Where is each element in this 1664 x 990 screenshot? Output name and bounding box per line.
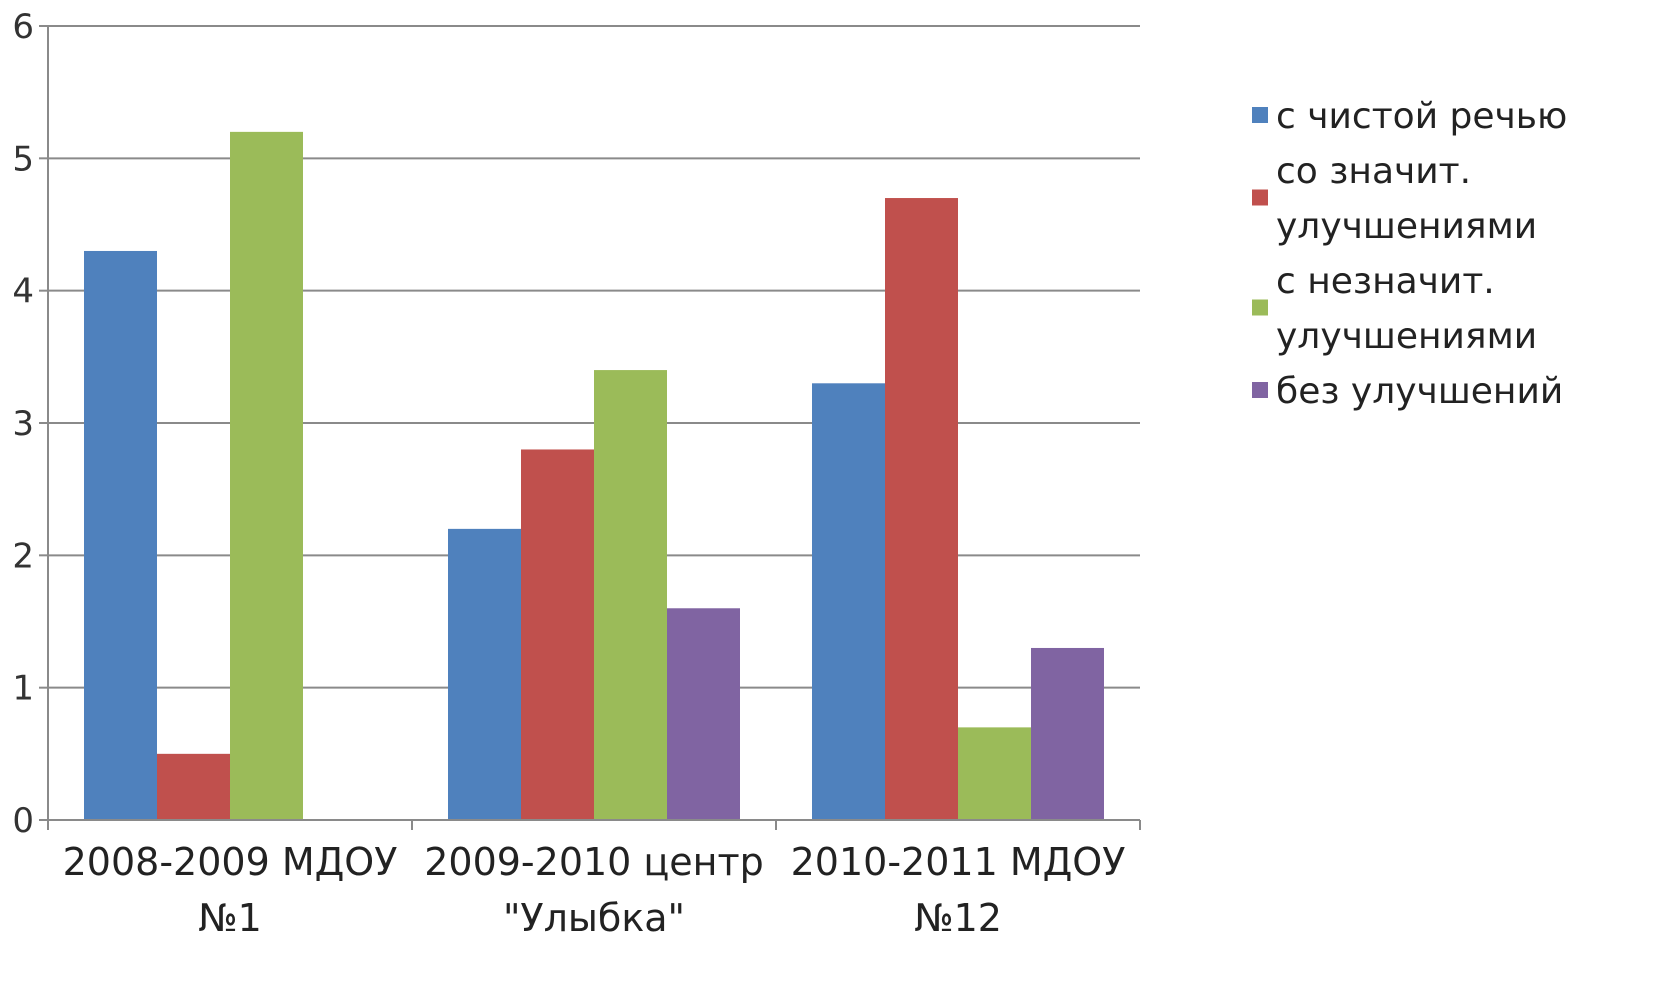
bar-3-1 xyxy=(230,131,303,820)
legend-label: с чистой речью xyxy=(1276,96,1567,137)
y-tick-label: 5 xyxy=(12,139,34,179)
bar-1-2 xyxy=(448,528,521,820)
y-tick-label: 0 xyxy=(12,801,34,841)
x-category-label: "Улыбка" xyxy=(503,896,685,940)
y-tick-label: 1 xyxy=(12,669,34,709)
legend-swatch-2 xyxy=(1252,189,1268,206)
x-category-label: №1 xyxy=(198,896,262,940)
legend-swatch-3 xyxy=(1252,299,1268,316)
y-tick-label: 2 xyxy=(12,536,34,576)
legend-swatch-4 xyxy=(1252,382,1268,398)
legend: с чистой речью со значит. улучшениями с нез… xyxy=(1252,96,1567,412)
y-tick-label: 3 xyxy=(12,404,34,444)
bar-1-1 xyxy=(84,250,157,820)
legend-label: без улучшений xyxy=(1276,371,1563,412)
x-category-label: 2009-2010 центр xyxy=(424,840,764,884)
bar-4-2 xyxy=(667,608,740,820)
bars xyxy=(84,131,1104,821)
bar-1-3 xyxy=(812,383,885,820)
bar-3-2 xyxy=(594,370,667,820)
bar-4-3 xyxy=(1031,647,1104,820)
x-category-label: 2010-2011 МДОУ xyxy=(791,840,1126,884)
legend-swatch-1 xyxy=(1252,107,1268,123)
legend-label: улучшениями xyxy=(1276,316,1537,357)
y-tick-label: 4 xyxy=(12,272,34,312)
x-category-label: 2008-2009 МДОУ xyxy=(63,840,398,884)
bar-2-3 xyxy=(885,198,958,821)
y-tick-labels: 0 1 2 3 4 5 6 xyxy=(12,7,34,841)
axes xyxy=(39,25,1141,830)
legend-label: улучшениями xyxy=(1276,206,1537,247)
x-category-labels: 2008-2009 МДОУ №1 2009-2010 центр "Улыбка" 2… xyxy=(63,840,1126,940)
bar-2-2 xyxy=(521,449,594,820)
bar-3-3 xyxy=(958,727,1031,820)
x-category-label: №12 xyxy=(914,896,1002,940)
legend-label: со значит. xyxy=(1276,151,1471,192)
y-tick-label: 6 xyxy=(12,7,34,47)
legend-label: с незначит. xyxy=(1276,261,1495,302)
bar-2-1 xyxy=(157,753,230,820)
